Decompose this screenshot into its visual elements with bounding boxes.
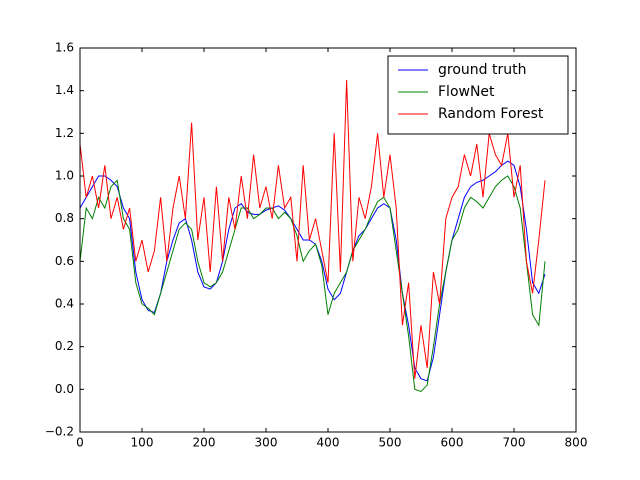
y-tick-label: 1.0 <box>55 169 74 183</box>
y-tick-label: 0.0 <box>55 382 74 396</box>
legend-label: ground truth <box>438 62 526 78</box>
legend-label: FlowNet <box>438 84 495 100</box>
x-tick-label: 300 <box>255 436 278 450</box>
x-tick-label: 700 <box>503 436 526 450</box>
legend: ground truth FlowNet Random Forest <box>387 55 569 135</box>
legend-box <box>387 55 569 135</box>
y-tick-label: 1.4 <box>55 83 74 97</box>
x-tick-label: 600 <box>441 436 464 450</box>
y-tick-label: −0.2 <box>45 425 74 439</box>
y-tick-label: 0.6 <box>55 254 74 268</box>
y-tick-label: 0.4 <box>55 297 74 311</box>
y-tick-label: 1.6 <box>55 41 74 55</box>
series-line <box>79 79 546 379</box>
y-tick-label: 0.2 <box>55 339 74 353</box>
x-tick-label: 200 <box>193 436 216 450</box>
series-line <box>79 175 546 393</box>
y-tick-label: 0.8 <box>55 211 74 225</box>
x-tick-label: 400 <box>317 436 340 450</box>
x-tick-label: 0 <box>76 436 84 450</box>
x-tick-label: 500 <box>379 436 402 450</box>
legend-label: Random Forest <box>438 106 544 122</box>
x-tick-label: 800 <box>565 436 588 450</box>
x-tick-label: 100 <box>131 436 154 450</box>
y-tick-label: 1.2 <box>55 126 74 140</box>
